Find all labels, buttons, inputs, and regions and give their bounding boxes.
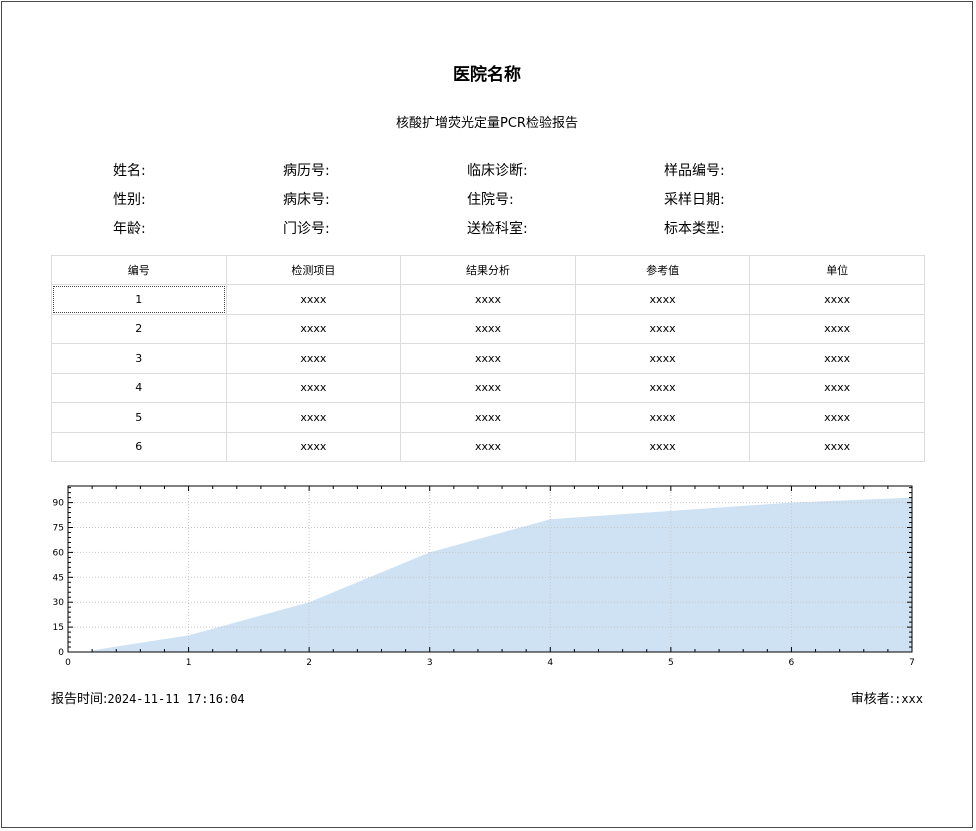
table-cell[interactable]: xxxx [400, 284, 576, 315]
table-cell[interactable]: 6 [51, 431, 227, 462]
table-row[interactable]: 6 xxxx xxxx xxxx xxxx [51, 431, 925, 462]
sampling-date-label: 采样日期: [664, 192, 725, 208]
table-row[interactable]: 5 xxxx xxxx xxxx xxxx [51, 402, 925, 433]
table-cell[interactable]: xxxx [749, 313, 925, 344]
area-series [92, 497, 913, 652]
department-label: 送检科室: [467, 221, 528, 237]
x-tick-label: 1 [186, 658, 192, 668]
reviewer-value: :xxx [894, 692, 923, 706]
x-tick-label: 3 [427, 658, 433, 668]
x-tick-label: 4 [547, 658, 553, 668]
bed-no-label: 病床号: [283, 192, 330, 208]
table-cell[interactable]: xxxx [749, 402, 925, 433]
table-cell[interactable]: xxxx [400, 372, 576, 403]
table-row[interactable]: 2 xxxx xxxx xxxx xxxx [51, 313, 925, 344]
x-tick-label: 0 [65, 658, 71, 668]
table-cell[interactable]: xxxx [400, 313, 576, 344]
table-cell[interactable]: xxxx [574, 372, 751, 403]
table-cell[interactable]: 2 [51, 313, 227, 344]
table-cell[interactable]: 1 [51, 284, 227, 315]
table-cell[interactable]: xxxx [225, 402, 402, 433]
y-tick-label: 45 [53, 573, 64, 583]
y-tick-label: 15 [53, 623, 64, 633]
table-row[interactable]: 3 xxxx xxxx xxxx xxxx [51, 343, 925, 374]
table-cell[interactable]: xxxx [749, 431, 925, 462]
x-tick-label: 5 [668, 658, 674, 668]
header-test-item[interactable]: 检测项目 [225, 255, 402, 285]
table-cell[interactable]: xxxx [225, 431, 402, 462]
header-reference[interactable]: 参考值 [574, 255, 751, 285]
results-table: 编号 检测项目 结果分析 参考值 单位 1 xxxx xxxx xxxx xxx… [51, 255, 925, 462]
y-tick-label: 90 [53, 499, 65, 509]
y-tick-label: 60 [53, 548, 65, 558]
table-cell[interactable]: xxxx [400, 343, 576, 374]
table-cell[interactable]: 3 [51, 343, 227, 374]
x-tick-label: 2 [306, 658, 312, 668]
table-cell[interactable]: xxxx [749, 372, 925, 403]
table-cell[interactable]: xxxx [225, 284, 402, 315]
report-time-label: 报告时间: [51, 692, 108, 707]
reviewer-label: 审核者: [850, 692, 895, 707]
table-cell[interactable]: xxxx [749, 343, 925, 374]
report-time: 报告时间:2024-11-11 17:16:04 [51, 688, 245, 707]
y-tick-label: 0 [58, 648, 64, 658]
diagnosis-label: 临床诊断: [467, 163, 528, 179]
hospital-name: 医院名称 [453, 65, 521, 85]
specimen-type-label: 标本类型: [664, 221, 725, 237]
y-tick-label: 30 [53, 598, 65, 608]
table-row[interactable]: 4 xxxx xxxx xxxx xxxx [51, 372, 925, 403]
reviewer: 审核者::xxx [851, 688, 923, 707]
report-time-value: 2024-11-11 17:16:04 [107, 692, 245, 706]
table-cell[interactable]: xxxx [574, 402, 751, 433]
plot-frame [67, 485, 913, 653]
x-tick-label: 7 [909, 658, 915, 668]
header-id[interactable]: 编号 [51, 255, 227, 285]
x-tick-label: 6 [789, 658, 795, 668]
outpatient-no-label: 门诊号: [283, 221, 330, 237]
table-cell[interactable]: 5 [51, 402, 227, 433]
header-result[interactable]: 结果分析 [400, 255, 576, 285]
table-cell[interactable]: xxxx [225, 343, 402, 374]
sample-no-label: 样品编号: [664, 163, 725, 179]
table-cell[interactable]: xxxx [400, 431, 576, 462]
header-unit[interactable]: 单位 [749, 255, 925, 285]
age-label: 年龄: [113, 221, 146, 237]
table-header-row: 编号 检测项目 结果分析 参考值 单位 [51, 255, 925, 285]
report-title: 核酸扩增荧光定量PCR检验报告 [396, 116, 578, 131]
table-row[interactable]: 1 xxxx xxxx xxxx xxxx [51, 284, 925, 315]
table-cell[interactable]: xxxx [574, 431, 751, 462]
table-cell[interactable]: 4 [51, 372, 227, 403]
table-cell[interactable]: xxxx [574, 313, 751, 344]
table-cell[interactable]: xxxx [574, 343, 751, 374]
table-cell[interactable]: xxxx [574, 284, 751, 315]
record-no-label: 病历号: [283, 163, 330, 179]
table-cell[interactable]: xxxx [749, 284, 925, 315]
inpatient-no-label: 住院号: [467, 192, 514, 208]
y-tick-label: 75 [53, 524, 64, 534]
name-label: 姓名: [113, 163, 146, 179]
gender-label: 性别: [113, 192, 146, 208]
table-cell[interactable]: xxxx [225, 313, 402, 344]
table-cell[interactable]: xxxx [400, 402, 576, 433]
table-cell[interactable]: xxxx [225, 372, 402, 403]
